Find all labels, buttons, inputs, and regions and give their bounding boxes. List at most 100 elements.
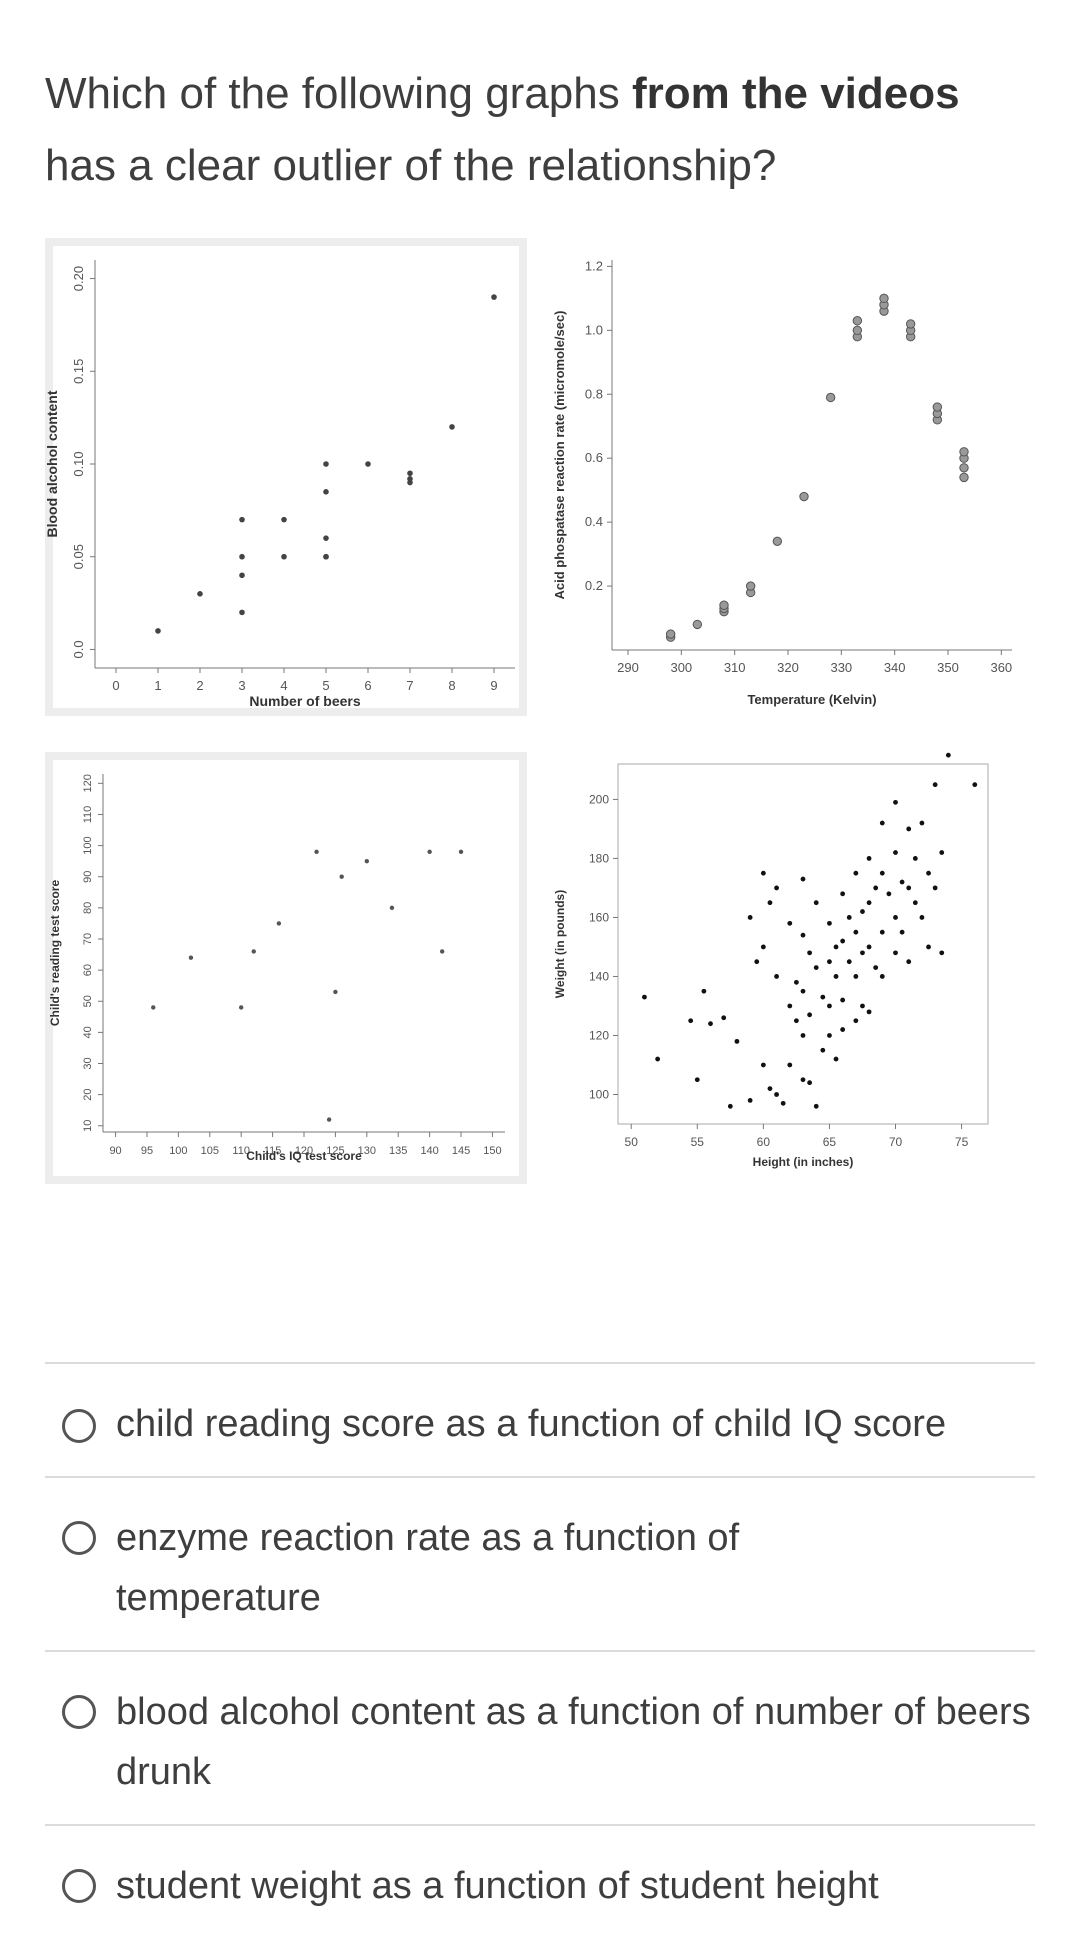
y-tick-label: 90 <box>82 871 94 883</box>
data-point <box>827 1003 832 1009</box>
chart-enzyme: 290 300 310 320 330 340 350 360 0.2 0.4 0.6 0.8 1.0 1… <box>552 258 1012 707</box>
data-point <box>323 489 329 495</box>
data-point <box>939 950 945 956</box>
data-point <box>866 900 872 906</box>
data-point <box>866 856 872 861</box>
data-point <box>846 959 852 965</box>
question-part-2: has a clear outlier of the relationship? <box>45 141 777 190</box>
x-axis-title: Temperature (Kelvin) <box>747 692 876 707</box>
option-label: child reading score as a function of chi… <box>116 1403 947 1445</box>
y-tick-label: 0.2 <box>585 578 603 593</box>
option-blood-alcohol[interactable]: blood alcohol content as a function of n… <box>45 1650 1035 1824</box>
radio-icon[interactable] <box>62 1869 96 1903</box>
data-point <box>655 1056 661 1062</box>
data-point <box>840 997 846 1003</box>
data-point <box>694 1077 700 1083</box>
data-point <box>853 974 859 979</box>
data-point <box>873 965 879 971</box>
x-tick-label: 55 <box>691 1135 705 1149</box>
data-point <box>959 463 969 473</box>
data-point <box>906 959 912 965</box>
data-point <box>251 949 256 954</box>
data-point <box>323 461 329 467</box>
data-point <box>879 929 885 935</box>
question-text: Which of the following graphs from the v… <box>45 58 1035 202</box>
data-point <box>932 402 943 412</box>
question-part-1: Which of the following graphs <box>45 69 632 118</box>
x-tick-label: 320 <box>777 660 799 675</box>
data-point <box>852 325 863 336</box>
x-tick-label: 1 <box>154 678 161 693</box>
data-point <box>774 1092 779 1097</box>
option-child-reading[interactable]: child reading score as a function of chi… <box>45 1362 1035 1476</box>
data-point <box>458 849 464 855</box>
data-point <box>427 849 432 855</box>
data-point <box>407 470 413 477</box>
data-point <box>800 932 806 938</box>
data-point <box>820 994 826 1000</box>
x-tick-label: 145 <box>452 1145 470 1157</box>
x-tick-label: 7 <box>406 678 413 693</box>
y-axis-title: Weight (in pounds) <box>553 890 567 998</box>
x-tick-label: 140 <box>420 1145 438 1157</box>
y-tick-label: 0.8 <box>585 386 603 401</box>
chart-enzyme-panel: 290 300 310 320 330 340 350 360 0.2 0.4 0.6 0.8 1.0 1… <box>550 238 1030 716</box>
data-point <box>155 628 161 634</box>
data-point <box>760 944 766 950</box>
data-point <box>314 849 319 855</box>
radio-icon[interactable] <box>62 1409 96 1443</box>
data-point <box>906 885 912 891</box>
chart-beers-panel: 0 1 2 3 4 5 6 7 8 9 0.0 0.05 0.10 0.15 0.20 Number of b… <box>45 238 527 716</box>
x-tick-label: 150 <box>483 1145 501 1157</box>
data-point <box>389 905 395 911</box>
data-point <box>767 900 773 906</box>
data-point <box>721 1015 727 1021</box>
data-point <box>197 591 203 597</box>
data-point <box>820 1047 826 1053</box>
x-tick-label: 3 <box>238 678 245 693</box>
y-tick-label: 160 <box>589 910 609 924</box>
data-point <box>827 959 832 965</box>
data-point <box>886 891 892 897</box>
option-label: enzyme reaction rate as a function of te… <box>116 1517 740 1619</box>
x-tick-label: 105 <box>201 1145 219 1157</box>
y-tick-label: 0.20 <box>71 266 86 291</box>
radio-icon[interactable] <box>62 1695 96 1729</box>
x-tick-label: 75 <box>955 1135 969 1149</box>
y-tick-label: 180 <box>589 851 609 865</box>
plot-frame <box>617 763 989 1125</box>
x-tick-label: 130 <box>358 1145 376 1157</box>
x-tick-label: 340 <box>884 660 906 675</box>
x-tick-label: 2 <box>196 678 203 693</box>
data-point <box>323 553 329 560</box>
data-point <box>879 974 885 979</box>
x-tick-label: 60 <box>757 1135 771 1149</box>
data-point <box>323 535 329 541</box>
x-axis-title: Number of beers <box>249 693 360 709</box>
option-enzyme[interactable]: enzyme reaction rate as a function of te… <box>45 1476 1035 1650</box>
data-point <box>665 629 676 639</box>
data-point <box>787 1062 793 1068</box>
data-point <box>860 950 865 956</box>
data-point <box>833 944 839 950</box>
x-tick-label: 360 <box>990 660 1012 675</box>
data-point <box>959 472 969 483</box>
data-point <box>719 600 729 610</box>
data-point <box>879 870 885 876</box>
data-point <box>807 950 813 956</box>
data-point <box>772 536 783 547</box>
data-point <box>899 879 905 885</box>
data-point <box>827 1033 832 1038</box>
data-point <box>774 885 779 891</box>
x-tick-label: 6 <box>364 678 371 693</box>
data-point <box>853 929 859 935</box>
x-tick-label: 70 <box>889 1135 903 1149</box>
data-point <box>787 1003 793 1009</box>
data-point <box>774 974 779 979</box>
y-axis-title: Blood alcohol content <box>45 390 60 537</box>
radio-icon[interactable] <box>62 1521 96 1555</box>
option-student-weight[interactable]: student weight as a function of student … <box>45 1824 1035 1936</box>
y-tick-label: 100 <box>82 836 94 854</box>
data-point <box>840 1027 846 1032</box>
data-point <box>727 1103 733 1109</box>
